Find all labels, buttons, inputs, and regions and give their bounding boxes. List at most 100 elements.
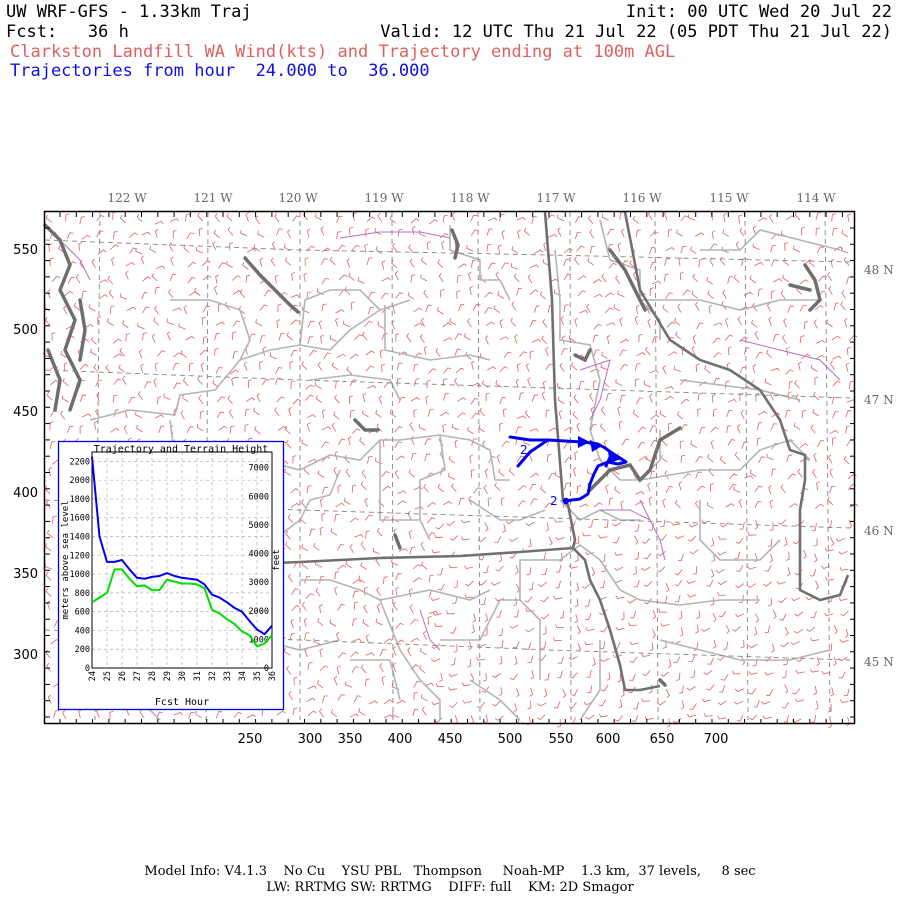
- wind-barb: [754, 485, 763, 492]
- wind-barb: [333, 675, 338, 686]
- wind-barb: [337, 694, 345, 701]
- wind-barb: [840, 610, 849, 617]
- wind-barb: [375, 409, 382, 418]
- wind-barb: [568, 656, 578, 661]
- wind-barb: [771, 412, 781, 418]
- wind-barb: [717, 580, 727, 586]
- y-tick-label: 500: [13, 323, 38, 338]
- wind-barb: [618, 699, 623, 709]
- inset-left-tick-label: 2000: [70, 476, 90, 486]
- wind-barb: [575, 582, 580, 592]
- wind-barb: [392, 711, 400, 718]
- wind-barb: [563, 258, 570, 267]
- wind-barb: [321, 487, 329, 495]
- wind-barb: [437, 259, 443, 269]
- wind-barb: [321, 441, 329, 449]
- wind-barb: [633, 701, 640, 710]
- wind-barb: [832, 355, 842, 360]
- wind-barb: [276, 228, 283, 236]
- wind-barb: [125, 270, 129, 280]
- wind-barb: [365, 350, 375, 356]
- wind-barb: [813, 452, 817, 462]
- wind-barb: [62, 709, 67, 719]
- inset-x-tick-label: 35: [253, 671, 263, 681]
- wind-barb: [692, 334, 697, 345]
- wind-barb: [173, 382, 181, 390]
- wind-barb: [215, 366, 223, 374]
- wind-barb: [425, 304, 432, 312]
- wind-barb: [81, 290, 87, 299]
- wind-barb: [569, 672, 578, 679]
- wind-barb: [308, 350, 317, 357]
- wind-barb: [530, 670, 534, 680]
- wind-barb: [831, 396, 838, 405]
- wind-barb: [665, 486, 673, 493]
- wind-barb: [186, 426, 194, 433]
- longitude-label: 117 W: [536, 191, 576, 205]
- wind-barb: [359, 437, 366, 446]
- wind-barb: [375, 457, 383, 465]
- wind-barb: [766, 349, 772, 359]
- wind-barb: [665, 247, 675, 252]
- wind-barb: [665, 292, 673, 300]
- wind-barb: [113, 353, 123, 358]
- wind-barb: [259, 335, 266, 343]
- wind-barb: [454, 377, 459, 387]
- wind-barb: [431, 643, 441, 649]
- wind-barb: [558, 410, 563, 420]
- wind-barb: [449, 318, 457, 326]
- wind-barb: [420, 274, 428, 282]
- wind-barb: [696, 322, 704, 330]
- wind-barb: [47, 289, 51, 299]
- wind-barb: [392, 242, 398, 252]
- wind-barb: [84, 324, 94, 329]
- wind-barb: [534, 305, 540, 313]
- wind-barb: [675, 331, 682, 340]
- wind-barb: [498, 640, 504, 649]
- wind-barb: [674, 317, 681, 326]
- wind-barb: [255, 319, 263, 327]
- wind-barb: [548, 427, 558, 432]
- wind-barb: [786, 567, 791, 577]
- wind-barb: [334, 317, 339, 327]
- wind-barb: [366, 216, 376, 222]
- wind-barb: [743, 291, 753, 296]
- wind-barb: [586, 468, 594, 476]
- wind-barb: [353, 695, 361, 703]
- wind-barb: [827, 271, 833, 281]
- wind-barb: [568, 334, 576, 342]
- wind-barb: [516, 216, 526, 221]
- inset-x-tick-label: 32: [208, 671, 218, 681]
- wind-barb: [319, 526, 324, 536]
- wind-barb: [498, 655, 503, 665]
- wind-barb: [603, 439, 608, 449]
- wind-barb: [795, 670, 805, 674]
- wind-barb: [615, 379, 623, 387]
- wind-barb: [336, 543, 345, 551]
- wind-barb: [541, 391, 546, 401]
- wind-barb: [748, 671, 758, 675]
- wind-barb: [846, 439, 855, 446]
- wind-barb: [484, 307, 492, 314]
- wind-barb: [509, 537, 519, 542]
- wind-barb: [304, 257, 309, 266]
- wind-barb: [333, 411, 340, 420]
- wind-barb: [346, 366, 353, 375]
- wind-barb: [79, 425, 84, 434]
- wind-barb: [791, 688, 801, 695]
- wind-barb: [540, 552, 546, 560]
- wind-barb: [511, 246, 519, 254]
- wind-barb: [96, 215, 105, 222]
- longitude-label: 118 W: [450, 191, 490, 205]
- map-frame: [43, 210, 856, 725]
- wind-barb: [409, 421, 415, 432]
- wind-barb: [172, 307, 182, 311]
- wind-barb: [344, 454, 350, 464]
- wind-barb: [768, 213, 774, 223]
- wind-barb: [396, 377, 402, 387]
- wind-barb: [240, 229, 248, 237]
- wind-barb: [178, 323, 186, 330]
- wind-barb: [154, 286, 160, 295]
- wind-barb: [795, 393, 801, 403]
